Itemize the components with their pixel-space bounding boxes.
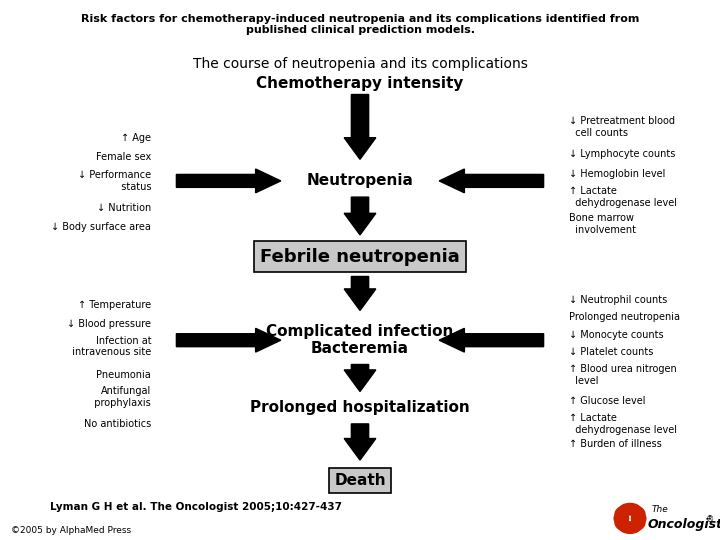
Text: Prolonged neutropenia: Prolonged neutropenia	[569, 312, 680, 322]
Text: Pneumonia: Pneumonia	[96, 370, 151, 380]
Polygon shape	[344, 364, 376, 391]
Polygon shape	[344, 197, 376, 235]
Polygon shape	[344, 94, 376, 159]
Text: ↓ Body surface area: ↓ Body surface area	[51, 222, 151, 232]
Text: Chemotherapy intensity: Chemotherapy intensity	[256, 76, 464, 91]
Polygon shape	[176, 328, 281, 352]
Text: ↓ Nutrition: ↓ Nutrition	[97, 203, 151, 213]
Text: Infection at
  intravenous site: Infection at intravenous site	[66, 336, 151, 357]
Ellipse shape	[626, 518, 646, 532]
Text: Antifungal
  prophylaxis: Antifungal prophylaxis	[89, 386, 151, 408]
Text: Bone marrow
  involvement: Bone marrow involvement	[569, 213, 636, 235]
Text: Neutropenia: Neutropenia	[307, 173, 413, 188]
Text: ®: ®	[706, 515, 714, 524]
Text: The course of neutropenia and its complications: The course of neutropenia and its compli…	[192, 57, 528, 71]
Polygon shape	[439, 169, 544, 193]
Text: Death: Death	[334, 473, 386, 488]
Polygon shape	[439, 328, 544, 352]
Text: ↓ Neutrophil counts: ↓ Neutrophil counts	[569, 295, 667, 305]
Text: ↑ Blood urea nitrogen
  level: ↑ Blood urea nitrogen level	[569, 364, 677, 386]
Ellipse shape	[626, 504, 646, 518]
Polygon shape	[344, 424, 376, 460]
Text: Prolonged hospitalization: Prolonged hospitalization	[250, 400, 470, 415]
Text: ↑ Age: ↑ Age	[121, 133, 151, 143]
Text: Oncologist: Oncologist	[648, 518, 720, 531]
Text: Febrile neutropenia: Febrile neutropenia	[260, 247, 460, 266]
Ellipse shape	[631, 510, 647, 526]
Text: No antibiotics: No antibiotics	[84, 419, 151, 429]
Text: ↑ Temperature: ↑ Temperature	[78, 300, 151, 310]
Text: ↓ Performance
  status: ↓ Performance status	[78, 170, 151, 192]
Text: ↓ Pretreatment blood
  cell counts: ↓ Pretreatment blood cell counts	[569, 116, 675, 138]
Text: The: The	[652, 505, 668, 514]
Ellipse shape	[614, 518, 634, 532]
Text: ↑ Burden of illness: ↑ Burden of illness	[569, 439, 662, 449]
Ellipse shape	[619, 503, 641, 515]
Text: Complicated infection
Bacteremia: Complicated infection Bacteremia	[266, 324, 454, 356]
Text: ↓ Monocyte counts: ↓ Monocyte counts	[569, 330, 663, 340]
Ellipse shape	[619, 522, 641, 534]
Ellipse shape	[614, 504, 634, 518]
Ellipse shape	[613, 510, 629, 526]
Polygon shape	[176, 169, 281, 193]
Text: ↓ Blood pressure: ↓ Blood pressure	[67, 319, 151, 329]
Text: ©2005 by AlphaMed Press: ©2005 by AlphaMed Press	[11, 526, 131, 535]
Text: ↑ Glucose level: ↑ Glucose level	[569, 396, 645, 406]
Text: ↑ Lactate
  dehydrogenase level: ↑ Lactate dehydrogenase level	[569, 413, 677, 435]
Text: ↑ Lactate
  dehydrogenase level: ↑ Lactate dehydrogenase level	[569, 186, 677, 208]
Text: ↓ Hemoglobin level: ↓ Hemoglobin level	[569, 169, 665, 179]
Text: Female sex: Female sex	[96, 152, 151, 161]
Text: ↓ Lymphocyte counts: ↓ Lymphocyte counts	[569, 149, 675, 159]
Text: ↓ Platelet counts: ↓ Platelet counts	[569, 347, 653, 357]
Text: Lyman G H et al. The Oncologist 2005;10:427-437: Lyman G H et al. The Oncologist 2005;10:…	[50, 502, 343, 511]
Text: Risk factors for chemotherapy-induced neutropenia and its complications identifi: Risk factors for chemotherapy-induced ne…	[81, 14, 639, 35]
Polygon shape	[344, 276, 376, 310]
